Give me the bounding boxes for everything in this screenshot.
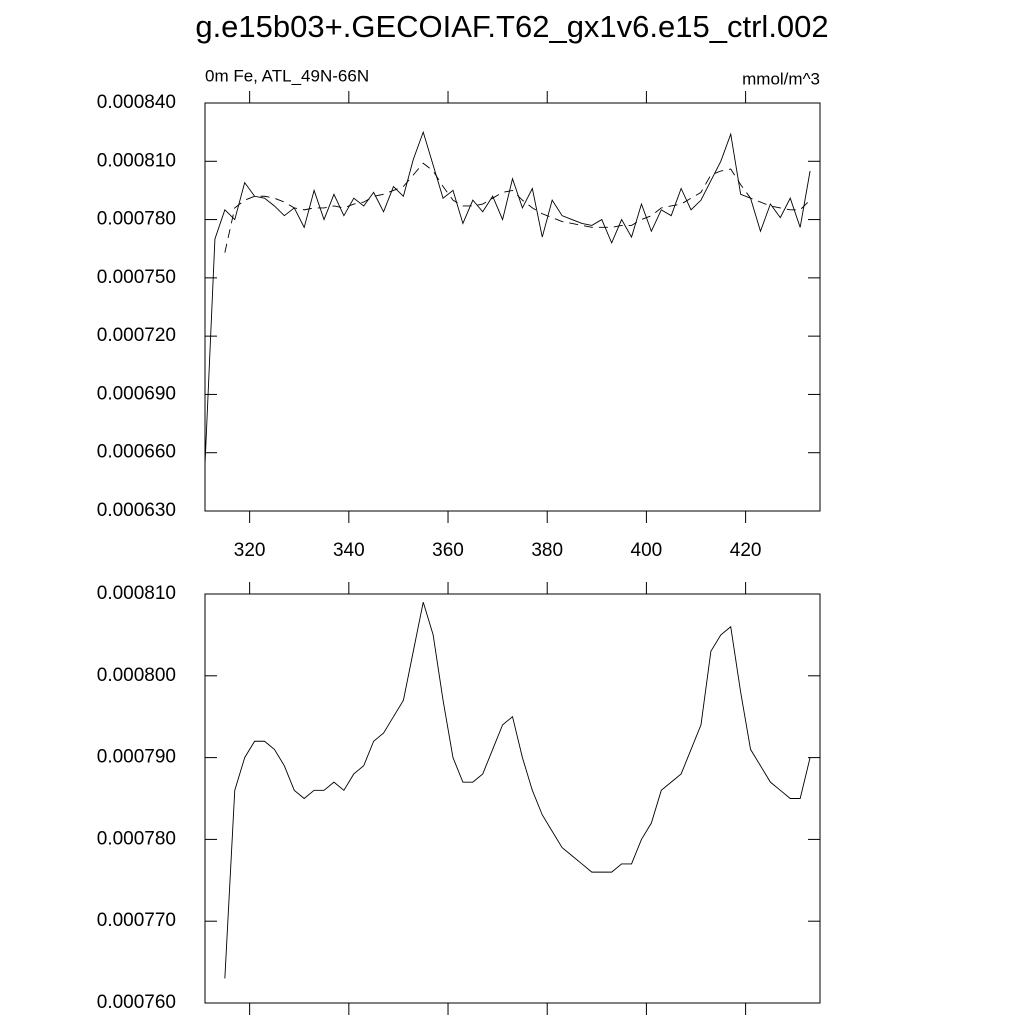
plot-frame [204,102,821,512]
y-tick-label: 0.000840 [97,92,176,113]
y-tick-label: 0.000790 [97,747,176,768]
y-tick-label: 0.000760 [97,992,176,1013]
x-tick-label: 420 [730,540,762,561]
x-tick-label: 320 [234,540,266,561]
y-tick-label: 0.000660 [97,442,176,463]
plot-frame [204,593,821,1004]
y-tick-label: 0.000780 [97,209,176,230]
chart-title: g.e15b03+.GECOIAF.T62_gx1v6.e15_ctrl.002 [195,9,828,44]
y-tick-label: 0.000800 [97,665,176,686]
x-tick-label: 380 [531,540,563,561]
y-tick-label: 0.000810 [97,583,176,604]
series-line [224,162,811,253]
x-tick-label: 360 [432,540,464,561]
y-tick-label: 0.000630 [97,500,176,521]
series-line [204,130,811,465]
y-tick-label: 0.000780 [97,828,176,849]
y-tick-label: 0.000750 [97,267,176,288]
units: mmol/m^3 [742,69,820,88]
subtitle: 0m Fe, ATL_49N-66N [205,66,369,85]
y-tick-label: 0.000720 [97,325,176,346]
x-tick-label: 340 [333,540,365,561]
series-line [224,602,811,979]
x-tick-label: 400 [631,540,663,561]
y-tick-label: 0.000770 [97,910,176,931]
y-tick-label: 0.000810 [97,150,176,171]
y-tick-label: 0.000690 [97,383,176,404]
